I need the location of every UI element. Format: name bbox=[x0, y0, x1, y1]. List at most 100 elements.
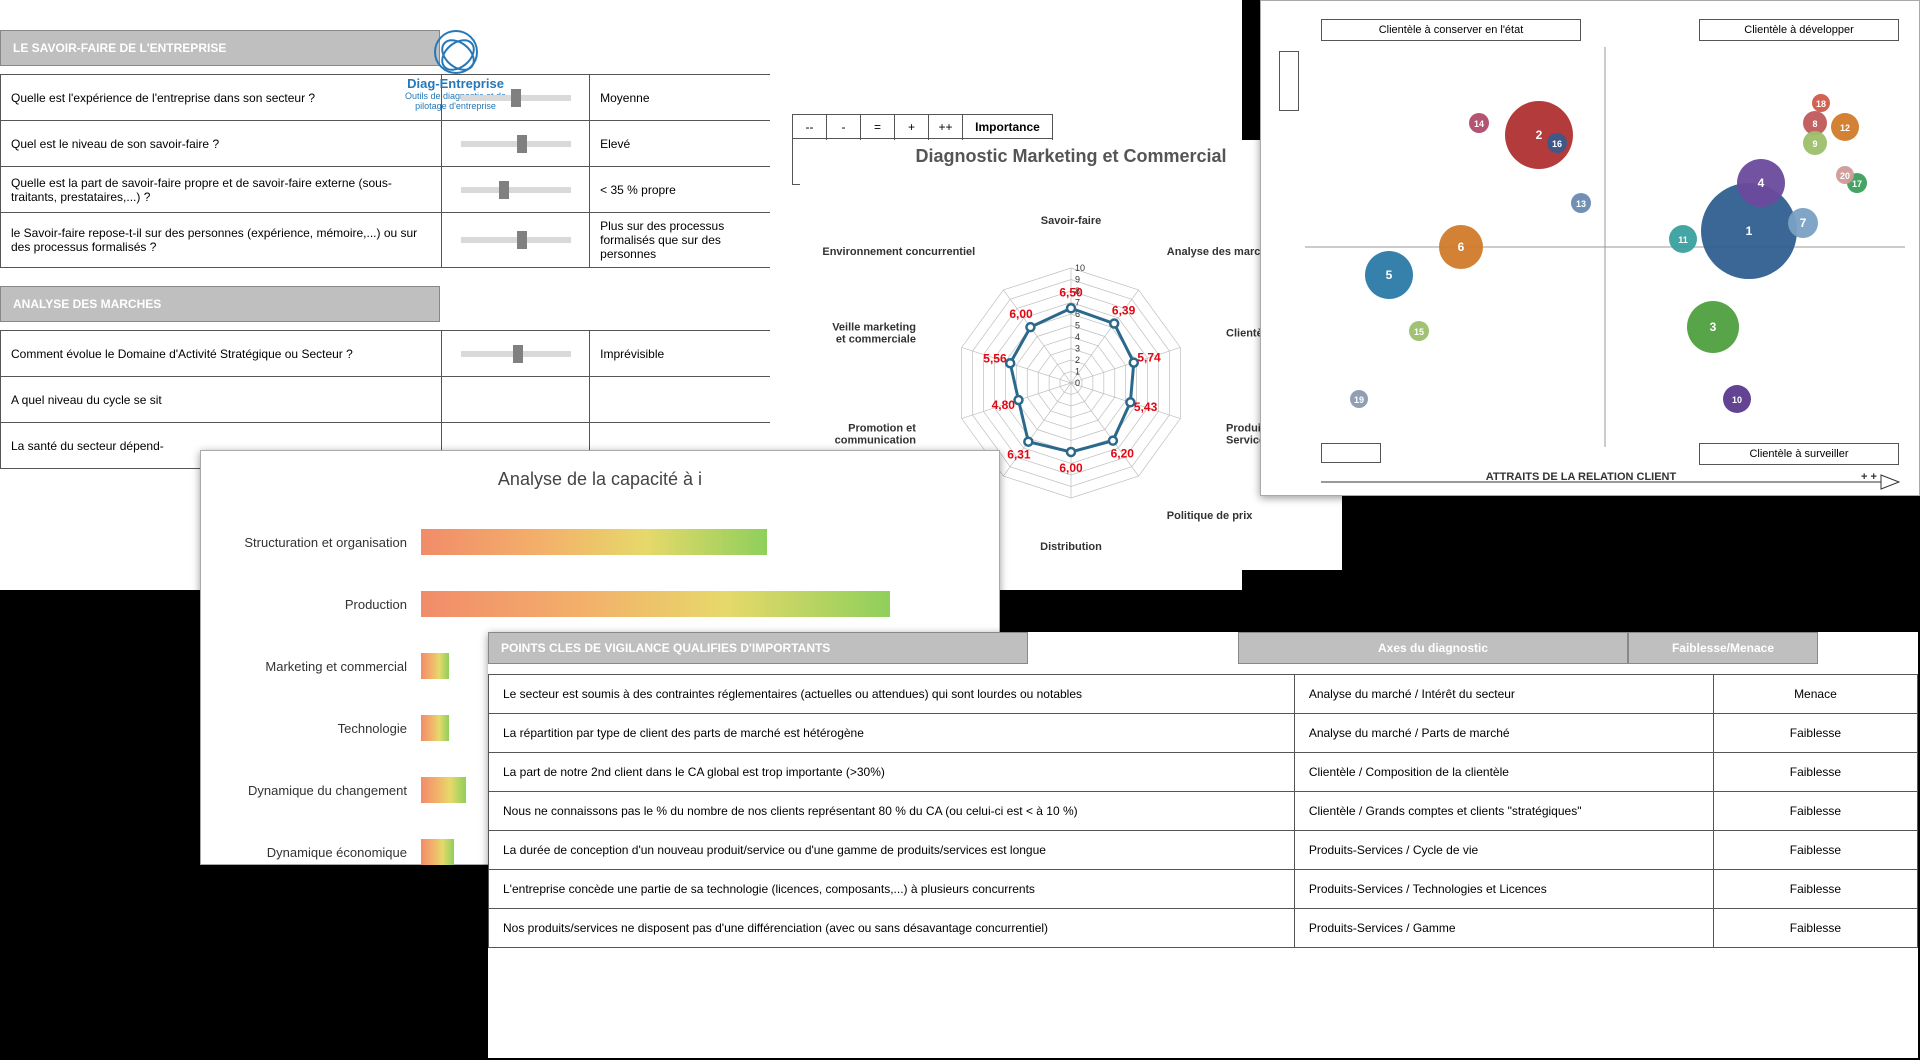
question-table-1: Quelle est l'expérience de l'entreprise … bbox=[0, 74, 770, 268]
question-value: Moyenne bbox=[590, 75, 770, 121]
capacity-label: Dynamique du changement bbox=[221, 783, 421, 798]
vig-header-1: POINTS CLES DE VIGILANCE QUALIFIES D'IMP… bbox=[488, 632, 1028, 664]
vig-point: La part de notre 2nd client dans le CA g… bbox=[489, 753, 1295, 792]
question-slider[interactable] bbox=[441, 331, 589, 377]
svg-text:6,50: 6,50 bbox=[1059, 285, 1083, 299]
scale-col: + bbox=[895, 115, 929, 139]
vig-axis: Produits-Services / Technologies et Lice… bbox=[1294, 870, 1713, 909]
x-axis-label: ATTRAITS DE LA RELATION CLIENT bbox=[1486, 471, 1677, 483]
svg-text:10: 10 bbox=[1732, 395, 1742, 405]
svg-text:10: 10 bbox=[1075, 263, 1085, 273]
vig-point: La répartition par type de client des pa… bbox=[489, 714, 1295, 753]
vigilance-row: Nos produits/services ne disposent pas d… bbox=[489, 909, 1918, 948]
svg-text:5: 5 bbox=[1075, 321, 1080, 331]
question-slider[interactable] bbox=[441, 167, 589, 213]
y-box-top bbox=[1279, 51, 1299, 111]
vig-type: Faiblesse bbox=[1713, 792, 1917, 831]
capacity-label: Technologie bbox=[221, 721, 421, 736]
svg-text:5,74: 5,74 bbox=[1137, 351, 1161, 365]
question-row: A quel niveau du cycle se sit bbox=[1, 377, 771, 423]
question-slider[interactable] bbox=[441, 75, 589, 121]
vig-header-3: Faiblesse/Menace bbox=[1628, 632, 1818, 664]
question-text: Quelle est l'expérience de l'entreprise … bbox=[1, 75, 442, 121]
vig-type: Faiblesse bbox=[1713, 714, 1917, 753]
svg-text:Veille marketinget commerciale: Veille marketinget commerciale bbox=[832, 322, 916, 346]
svg-text:12: 12 bbox=[1840, 123, 1850, 133]
bubble-chart: 1234567101112891314151617181920 bbox=[1305, 47, 1905, 447]
vig-point: La durée de conception d'un nouveau prod… bbox=[489, 831, 1295, 870]
question-value: < 35 % propre bbox=[590, 167, 770, 213]
svg-text:Promotion etcommunication: Promotion etcommunication bbox=[835, 422, 917, 446]
vig-type: Faiblesse bbox=[1713, 909, 1917, 948]
vig-point: Le secteur est soumis à des contraintes … bbox=[489, 675, 1295, 714]
question-text: A quel niveau du cycle se sit bbox=[1, 377, 442, 423]
importance-header: Importance bbox=[963, 115, 1053, 139]
x-axis-arrow: ATTRAITS DE LA RELATION CLIENT + + bbox=[1321, 471, 1901, 493]
capacity-row: Production bbox=[221, 578, 979, 630]
svg-text:8: 8 bbox=[1812, 119, 1817, 129]
vig-axis: Clientèle / Grands comptes et clients "s… bbox=[1294, 792, 1713, 831]
capacity-label: Marketing et commercial bbox=[221, 659, 421, 674]
svg-text:16: 16 bbox=[1552, 139, 1562, 149]
logo-icon bbox=[434, 30, 478, 74]
scale-col: -- bbox=[793, 115, 827, 139]
capacity-label: Structuration et organisation bbox=[221, 535, 421, 550]
vigilance-row: Nous ne connaissons pas le % du nombre d… bbox=[489, 792, 1918, 831]
capacity-title: Analyse de la capacité à i bbox=[221, 469, 979, 490]
question-row: Quelle est la part de savoir-faire propr… bbox=[1, 167, 771, 213]
svg-text:6,31: 6,31 bbox=[1007, 448, 1031, 462]
vig-point: Nous ne connaissons pas le % du nombre d… bbox=[489, 792, 1295, 831]
svg-text:13: 13 bbox=[1576, 199, 1586, 209]
section-header-savoirfaire: LE SAVOIR-FAIRE DE L'ENTREPRISE bbox=[0, 30, 440, 66]
svg-text:6,00: 6,00 bbox=[1059, 461, 1083, 475]
vig-point: Nos produits/services ne disposent pas d… bbox=[489, 909, 1295, 948]
question-slider[interactable] bbox=[441, 377, 589, 423]
svg-text:18: 18 bbox=[1816, 99, 1826, 109]
svg-text:19: 19 bbox=[1354, 395, 1364, 405]
svg-text:17: 17 bbox=[1852, 179, 1862, 189]
svg-text:9: 9 bbox=[1075, 275, 1080, 285]
svg-text:1: 1 bbox=[1075, 367, 1080, 377]
svg-text:+ +: + + bbox=[1861, 471, 1877, 483]
scale-header: ---=+++Importance bbox=[792, 114, 1053, 139]
vigilance-row: La répartition par type de client des pa… bbox=[489, 714, 1918, 753]
svg-text:9: 9 bbox=[1812, 139, 1817, 149]
svg-text:Savoir-faire: Savoir-faire bbox=[1041, 215, 1102, 227]
section-header-marches: ANALYSE DES MARCHES bbox=[0, 286, 440, 322]
question-value: Imprévisible bbox=[590, 331, 770, 377]
question-value bbox=[590, 377, 770, 423]
question-table-2: Comment évolue le Domaine d'Activité Str… bbox=[0, 330, 770, 469]
quadrant-label-tr: Clientèle à développer bbox=[1699, 19, 1899, 41]
vigilance-row: L'entreprise concède une partie de sa te… bbox=[489, 870, 1918, 909]
svg-text:3: 3 bbox=[1710, 320, 1717, 334]
question-text: Quelle est la part de savoir-faire propr… bbox=[1, 167, 442, 213]
svg-text:7: 7 bbox=[1800, 216, 1807, 230]
svg-text:2: 2 bbox=[1536, 128, 1543, 142]
question-text: le Savoir-faire repose-t-il sur des pers… bbox=[1, 213, 442, 268]
vigilance-panel: POINTS CLES DE VIGILANCE QUALIFIES D'IMP… bbox=[488, 632, 1918, 1058]
svg-text:2: 2 bbox=[1075, 355, 1080, 365]
vig-axis: Analyse du marché / Intérêt du secteur bbox=[1294, 675, 1713, 714]
quadrant-label-tl: Clientèle à conserver en l'état bbox=[1321, 19, 1581, 41]
svg-text:4: 4 bbox=[1075, 332, 1080, 342]
vig-type: Faiblesse bbox=[1713, 870, 1917, 909]
svg-text:Distribution: Distribution bbox=[1040, 541, 1102, 553]
capacity-bar bbox=[421, 777, 466, 803]
capacity-bar bbox=[421, 715, 449, 741]
question-text: Quel est le niveau de son savoir-faire ? bbox=[1, 121, 442, 167]
svg-text:Politique de prix: Politique de prix bbox=[1167, 510, 1253, 522]
svg-text:20: 20 bbox=[1840, 171, 1850, 181]
svg-text:3: 3 bbox=[1075, 344, 1080, 354]
question-slider[interactable] bbox=[441, 213, 589, 268]
vig-point: L'entreprise concède une partie de sa te… bbox=[489, 870, 1295, 909]
svg-text:4,80: 4,80 bbox=[992, 398, 1016, 412]
capacity-bar bbox=[421, 591, 890, 617]
capacity-bar bbox=[421, 839, 454, 865]
vig-type: Faiblesse bbox=[1713, 753, 1917, 792]
svg-text:6,00: 6,00 bbox=[1009, 307, 1033, 321]
question-slider[interactable] bbox=[441, 121, 589, 167]
vigilance-row: Le secteur est soumis à des contraintes … bbox=[489, 675, 1918, 714]
vigilance-table: Le secteur est soumis à des contraintes … bbox=[488, 674, 1918, 948]
vigilance-row: La part de notre 2nd client dans le CA g… bbox=[489, 753, 1918, 792]
svg-text:5,43: 5,43 bbox=[1134, 400, 1158, 414]
